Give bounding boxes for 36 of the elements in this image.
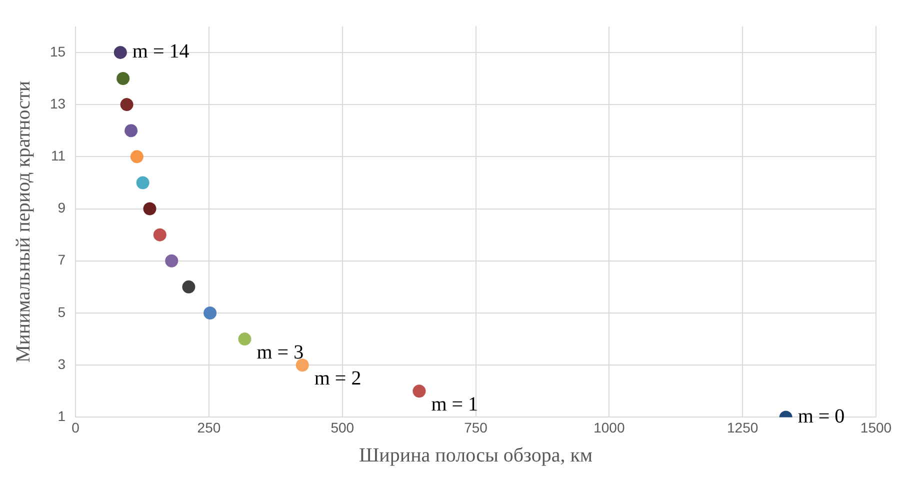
- y-tick-label: 1: [58, 408, 66, 424]
- point: [238, 332, 252, 346]
- annotation: m = 1: [431, 393, 478, 416]
- y-tick-label: 13: [50, 95, 66, 112]
- point: [204, 306, 217, 320]
- x-tick-label: 1500: [860, 419, 892, 436]
- point: [296, 358, 309, 372]
- point: [412, 384, 426, 398]
- point: [124, 124, 138, 138]
- x-axis-title: Ширина полосы обзора, км: [358, 444, 593, 466]
- annotation: m = 14: [132, 40, 190, 63]
- point: [143, 202, 156, 216]
- point: [182, 280, 196, 294]
- point: [136, 176, 150, 190]
- y-tick-label: 7: [58, 252, 66, 268]
- x-tick-label: 1000: [594, 419, 625, 436]
- annotation: m = 0: [798, 405, 845, 428]
- point: [114, 46, 127, 59]
- point: [165, 254, 178, 268]
- y-tick-label: 5: [58, 304, 66, 320]
- annotation: m = 3: [256, 341, 304, 364]
- annotation: m = 2: [314, 367, 362, 390]
- y-tick-label: 11: [51, 148, 66, 164]
- x-tick-label: 250: [197, 419, 221, 436]
- y-axis-title: Минимальный период кратности: [12, 80, 34, 363]
- point: [120, 98, 134, 112]
- x-tick-label: 500: [330, 419, 354, 436]
- x-tick-label: 750: [464, 419, 488, 436]
- y-tick-label: 15: [50, 43, 66, 60]
- x-tick-label: 1250: [727, 419, 758, 436]
- y-tick-label: 9: [58, 200, 66, 216]
- x-tick-label: 0: [72, 419, 80, 436]
- point: [130, 150, 144, 164]
- y-tick-label: 3: [58, 356, 66, 372]
- point: [153, 228, 166, 242]
- point: [116, 72, 130, 86]
